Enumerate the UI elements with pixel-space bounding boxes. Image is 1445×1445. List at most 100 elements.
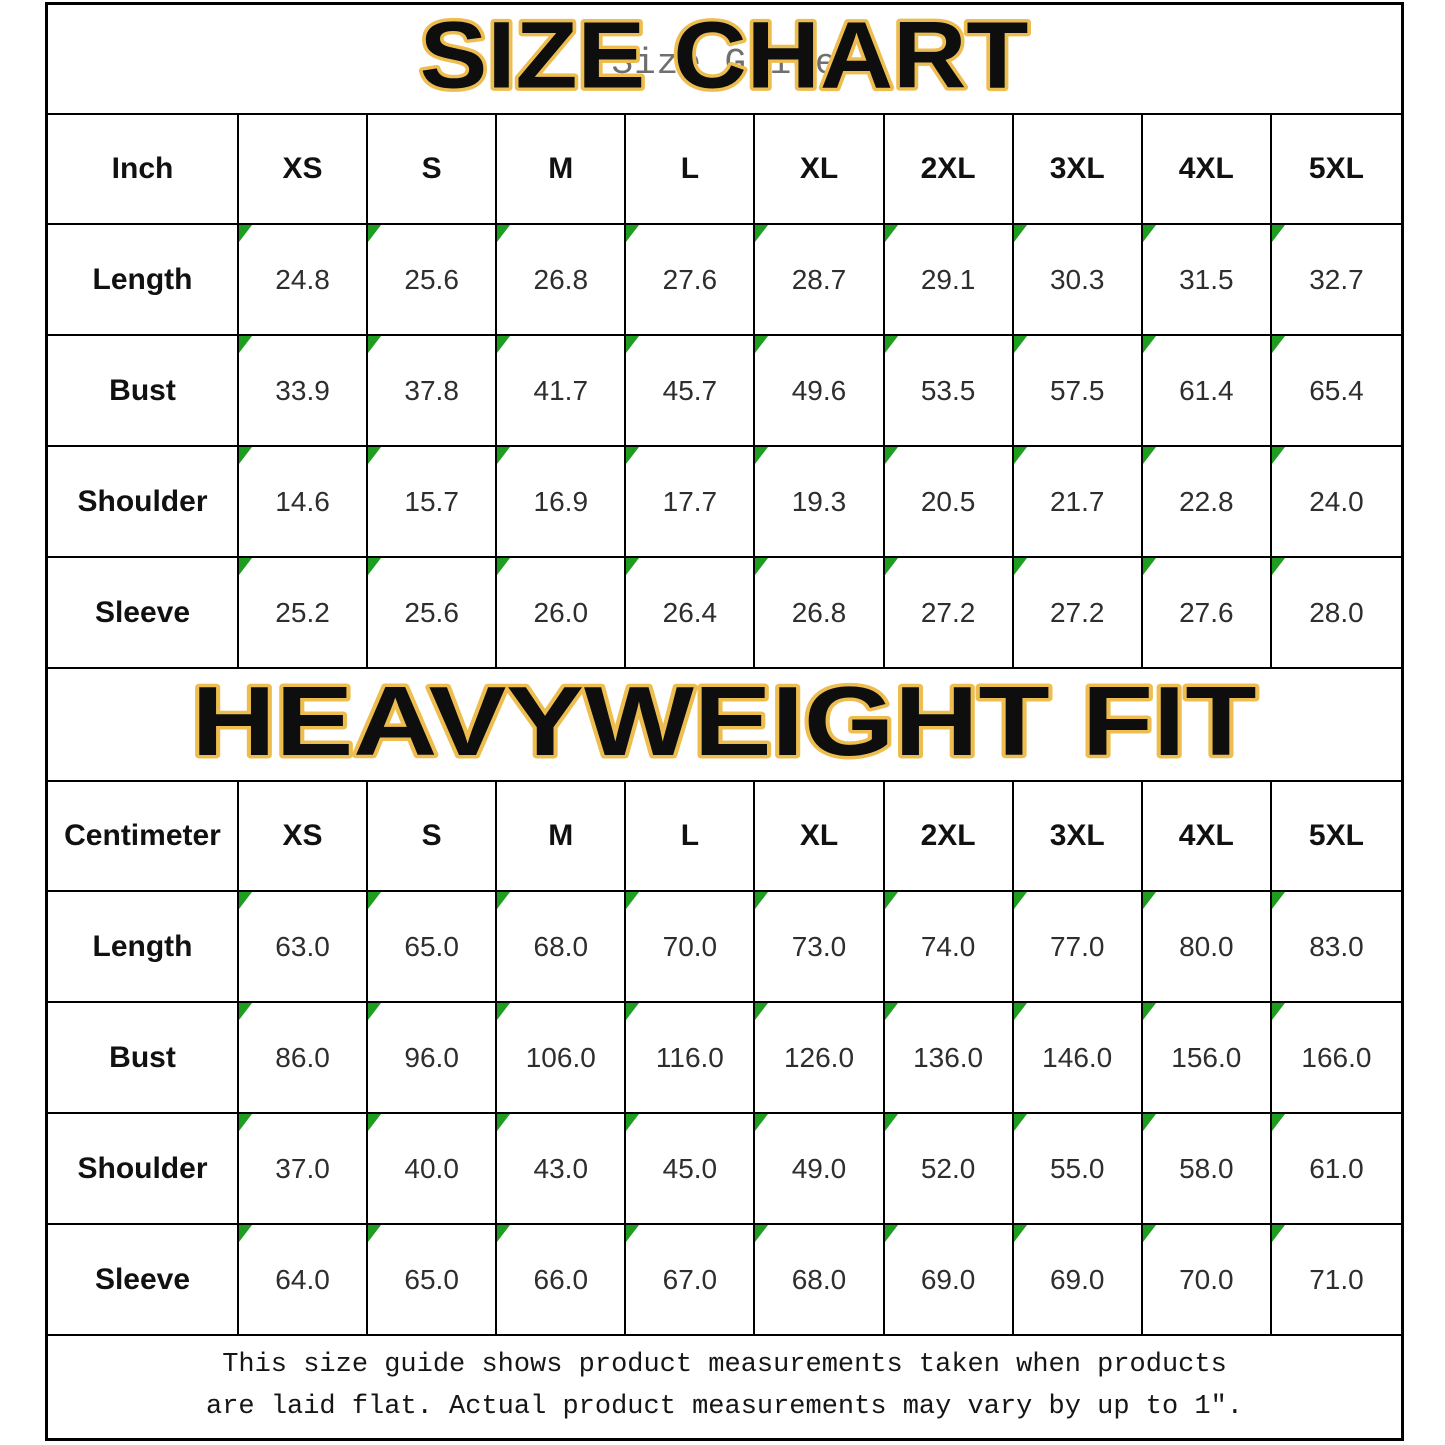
measurement-cell: 14.6 [239, 447, 369, 558]
measurement-cell: 156.0 [1142, 1003, 1272, 1114]
measurement-cell-text: 80.0 [1179, 930, 1234, 962]
size-header-cell: XL [755, 782, 885, 892]
measurement-cell: 24.8 [239, 225, 369, 336]
measurement-cell: 45.7 [626, 336, 756, 447]
size-header-cell: 3XL [1013, 782, 1143, 892]
measurement-cell: 33.9 [239, 336, 369, 447]
measurement-cell-text: 25.6 [404, 596, 459, 628]
heavyweight-fit-graphic: HEAVYWEIGHT FIT [188, 669, 1260, 780]
cell-comment-flag-icon [1142, 1003, 1156, 1020]
measurement-cell-text: 53.5 [920, 374, 976, 406]
measurement-cell: 26.8 [497, 225, 627, 336]
cell-comment-flag-icon [239, 447, 252, 464]
cell-comment-flag-icon [1013, 447, 1027, 464]
size-header-cell-text: 4XL [1178, 152, 1234, 185]
measurement-cell-text: 26.8 [791, 596, 847, 628]
size-header-cell-text: 4XL [1178, 819, 1234, 852]
size-header-cell-text: S [421, 819, 442, 852]
cell-comment-flag-icon [1013, 1225, 1027, 1242]
size-header-cell: 2XL [884, 782, 1014, 892]
cell-comment-flag-icon [1271, 1225, 1285, 1242]
cell-comment-flag-icon [368, 447, 382, 464]
note-line-1: This size guide shows product measuremen… [222, 1350, 1227, 1381]
measurement-cell: 25.6 [368, 558, 498, 669]
measurement-cell-text: 45.0 [662, 1152, 718, 1184]
measurement-cell-text: 21.7 [1049, 485, 1105, 517]
measurement-cell-text: 136.0 [913, 1041, 984, 1073]
size-header-cell: S [368, 115, 498, 225]
measurement-cell-text: 41.7 [533, 374, 589, 406]
measurement-cell-text: 126.0 [783, 1041, 855, 1073]
cell-comment-flag-icon [1271, 1114, 1285, 1131]
cell-comment-flag-icon [1013, 892, 1027, 909]
measurement-cell-text: 24.0 [1309, 485, 1364, 517]
measurement-cell-text: 61.0 [1309, 1152, 1364, 1184]
measurement-cell: 64.0 [239, 1225, 369, 1336]
measurement-cell: 96.0 [368, 1003, 498, 1114]
cell-comment-flag-icon [755, 1114, 769, 1131]
row-label-cell: Sleeve [48, 1225, 239, 1336]
cell-comment-flag-icon [497, 225, 511, 242]
measurement-cell-text: 29.1 [920, 263, 976, 295]
measurement-cell: 69.0 [1013, 1225, 1143, 1336]
cell-comment-flag-icon [884, 447, 898, 464]
measurement-cell: 61.0 [1271, 1114, 1401, 1225]
measurement-cell: 22.8 [1142, 447, 1272, 558]
measurement-cell-text: 64.0 [275, 1263, 330, 1295]
measurement-cell: 43.0 [497, 1114, 627, 1225]
measurement-cell-text: 27.6 [1179, 596, 1234, 628]
row-label-cell-text: Shoulder [77, 484, 208, 518]
measurement-cell: 41.7 [497, 336, 627, 447]
measurement-cell-text: 70.0 [662, 930, 718, 962]
cell-comment-flag-icon [626, 558, 640, 575]
row-label-cell-text: Bust [109, 373, 176, 407]
size-header-cell-text: 2XL [920, 152, 976, 185]
unit-header-cell-text: Inch [111, 152, 174, 185]
cell-comment-flag-icon [884, 225, 898, 242]
measurement-cell: 58.0 [1142, 1114, 1272, 1225]
row-label-cell-text: Length [92, 262, 193, 296]
size-header-cell-text: XS [282, 819, 323, 852]
size-header-cell-text: L [680, 819, 700, 852]
measurement-cell-text: 26.4 [662, 596, 718, 628]
cell-comment-flag-icon [626, 1114, 640, 1131]
measurement-cell-text: 28.0 [1309, 596, 1364, 628]
cell-comment-flag-icon [368, 892, 382, 909]
note-line-2: are laid flat. Actual product measuremen… [206, 1392, 1243, 1422]
measurement-cell: 74.0 [884, 892, 1014, 1003]
measurement-cell-text: 27.2 [920, 596, 976, 628]
measurement-cell-text: 77.0 [1049, 930, 1105, 962]
row-label-cell: Shoulder [48, 1114, 239, 1225]
measurement-cell-text: 20.5 [920, 485, 976, 517]
size-header-cell: 3XL [1013, 115, 1143, 225]
cell-comment-flag-icon [239, 1225, 252, 1242]
cell-comment-flag-icon [497, 1003, 511, 1020]
cell-comment-flag-icon [239, 1114, 252, 1131]
size-chart-sheet: Size Guide SIZE CHART Inch XS S M L XL 2XL 3XL 4… [45, 2, 1404, 1441]
measurement-cell: 29.1 [884, 225, 1014, 336]
measurement-cell: 65.0 [368, 1225, 498, 1336]
row-label-cell-text: Length [92, 929, 193, 963]
measurement-cell-text: 17.7 [662, 485, 718, 517]
measurement-cell: 67.0 [626, 1225, 756, 1336]
size-chart-title-graphic: SIZE CHART [416, 5, 1032, 111]
size-header-cell: XS [239, 782, 369, 892]
cell-comment-flag-icon [626, 336, 640, 353]
size-header-cell: M [497, 115, 627, 225]
measurement-cell: 106.0 [497, 1003, 627, 1114]
cell-comment-flag-icon [497, 447, 511, 464]
fit-band: HEAVYWEIGHT FIT [48, 669, 1401, 782]
measurement-cell: 83.0 [1271, 892, 1401, 1003]
measurement-cell-text: 73.0 [791, 930, 847, 962]
measurement-cell-text: 57.5 [1049, 374, 1105, 406]
measurement-cell-text: 15.7 [404, 485, 459, 517]
cell-comment-flag-icon [239, 336, 252, 353]
measurement-cell: 61.4 [1142, 336, 1272, 447]
size-header-cell-text: 5XL [1308, 152, 1364, 185]
measurement-cell: 26.8 [755, 558, 885, 669]
measurement-cell: 53.5 [884, 336, 1014, 447]
measurement-cell: 30.3 [1013, 225, 1143, 336]
cell-comment-flag-icon [1271, 1003, 1285, 1020]
measurement-cell-text: 19.3 [791, 485, 847, 517]
measurement-cell-text: 25.6 [404, 263, 459, 295]
